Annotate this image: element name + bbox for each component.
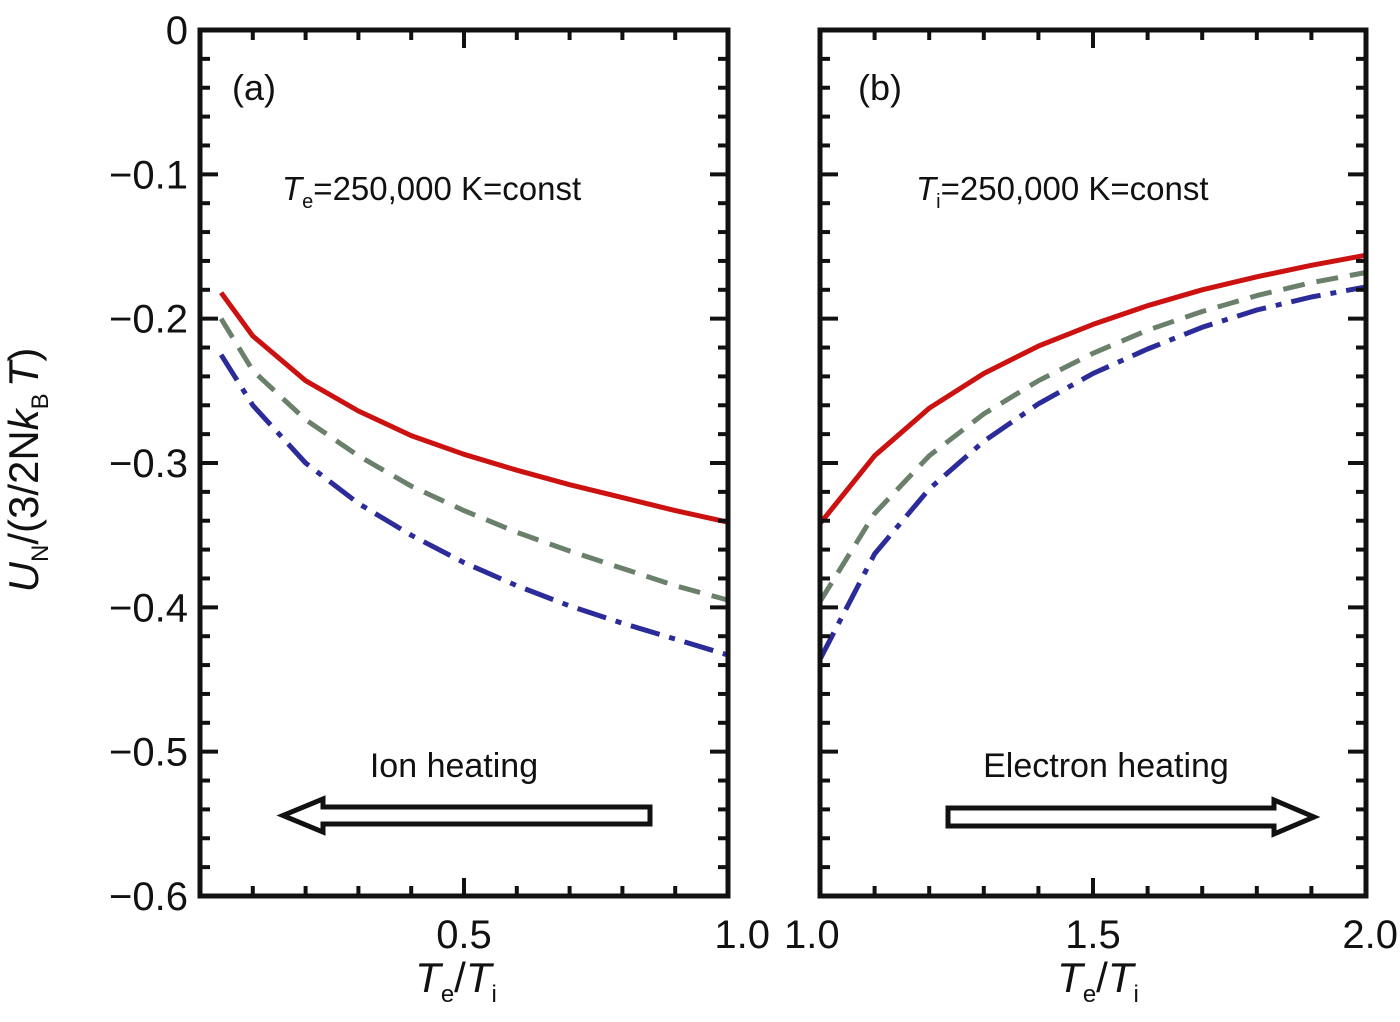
panel-letter-b: (b) [858,67,902,108]
arrow-label-a: Ion heating [370,747,538,785]
curves-a [218,291,729,658]
x-axis-title-a: Te/Ti [415,954,497,1008]
series-line-dashdot-b [817,284,1367,661]
x-tick-labels-a: 0.5 1.0 [436,913,770,957]
y-axis-title: UN/(3/2NkBT) [0,348,54,593]
x-tick-label-b: 1.5 [1065,913,1121,957]
condition-label-b: Ti=250,000 K=const [916,170,1209,213]
plot-frame-a [197,27,731,899]
y-tick-labels-a: 0 −0.1 −0.2 −0.3 −0.4 −0.5 −0.6 [109,9,188,919]
left-arrow-icon [276,795,653,836]
plot-frame-b [817,27,1369,899]
y-tick-label: −0.5 [109,731,188,775]
y-tick-label: −0.3 [109,442,188,486]
right-arrow-icon [945,796,1321,838]
panel-a: 0 −0.1 −0.2 −0.3 −0.4 −0.5 −0.6 0.5 1.0 (a) Te=… [109,9,770,1008]
condition-label-a: Te=250,000 K=const [282,170,581,213]
series-line-dashed-a [218,317,729,603]
curves-b [817,252,1367,661]
y-tick-label: 0 [166,9,188,53]
series-line-dashed-b [817,270,1367,603]
x-tick-label-b: 1.0 [784,913,840,957]
y-tick-label: −0.4 [109,586,188,630]
y-tick-label: −0.6 [109,875,188,919]
y-tick-label: −0.2 [109,298,188,342]
y-tick-label: −0.1 [109,153,188,197]
x-tick-label-a: 0.5 [436,913,492,957]
series-line-solid-a [219,291,729,525]
series-line-dashdot-a [218,353,729,658]
panel-b: 1.0 1.5 2.0 (b) Ti=250,000 K=const Electro… [784,27,1398,1008]
series-line-solid-b [818,252,1367,526]
panel-letter-a: (a) [232,67,276,108]
x-axis-title-b: Te/Ti [1057,954,1139,1008]
arrow-label-b: Electron heating [983,747,1229,785]
x-tick-label-a: 1.0 [714,913,770,957]
x-tick-label-b: 2.0 [1342,913,1398,957]
x-tick-labels-b: 1.0 1.5 2.0 [784,913,1398,957]
